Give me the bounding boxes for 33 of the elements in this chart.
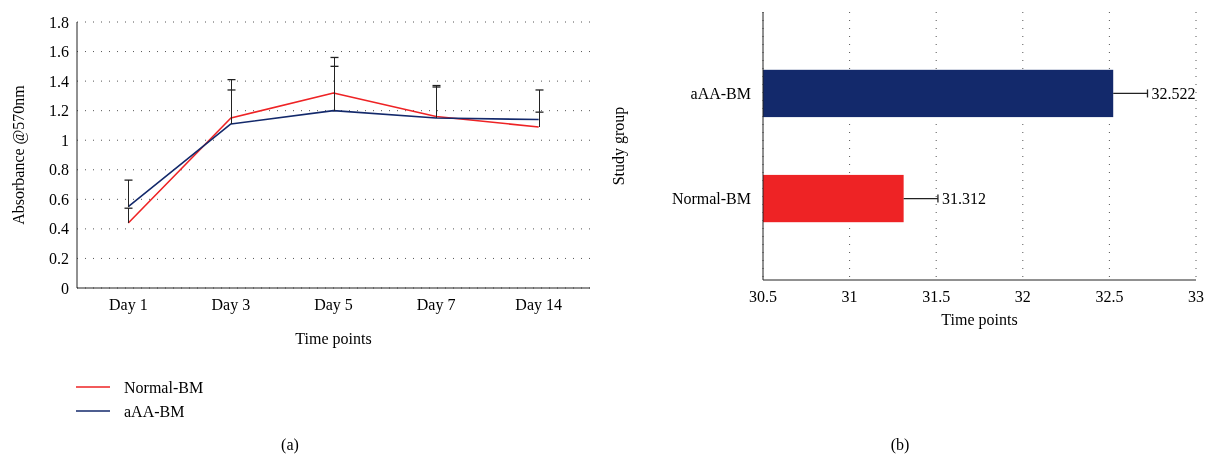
x-tick-label: Day 1 xyxy=(108,296,148,314)
y-tick-label: 1.4 xyxy=(49,72,69,90)
text: (b) xyxy=(890,436,910,454)
y-tick-label: 0.2 xyxy=(49,250,69,268)
x-tick-label: 31.5 xyxy=(922,288,951,305)
y-tick-label: 0 xyxy=(61,279,69,297)
y-tick-label: 0.6 xyxy=(49,190,69,208)
y-tick-label: 1.2 xyxy=(49,102,69,120)
x-tick-label: Day 5 xyxy=(314,296,353,314)
y-tick-label: 1 xyxy=(61,131,69,149)
y-tick-label: 0.4 xyxy=(49,220,69,238)
line-series xyxy=(127,109,540,208)
x-tick-label: 32.5 xyxy=(1095,288,1124,305)
legend-label: Normal-BM xyxy=(124,378,204,396)
x-tick-label: 33 xyxy=(1188,288,1204,305)
y-tick-label: 1.8 xyxy=(49,13,69,31)
x-axis-title: Time points xyxy=(941,311,1018,329)
x-tick-label: 30.5 xyxy=(749,288,777,305)
legend-label: aAA-BM xyxy=(124,402,185,420)
text: (a) xyxy=(281,436,299,454)
y-axis-title: Absorbance @570nm xyxy=(10,84,28,225)
x-tick-label: 31 xyxy=(841,288,858,305)
data-label: 31.312 xyxy=(941,190,986,208)
line-series xyxy=(127,92,540,224)
x-tick-label: Day 3 xyxy=(211,296,251,314)
y-tick-label: 0.8 xyxy=(49,161,69,179)
data-label: 32.522 xyxy=(1151,85,1196,103)
x-tick-label: Day 14 xyxy=(515,296,563,314)
y-tick-label: 1.6 xyxy=(49,43,69,61)
y-axis-title: Study group xyxy=(610,106,628,186)
x-tick-label: 32 xyxy=(1014,288,1031,305)
x-tick-label: Day 7 xyxy=(416,296,456,314)
x-axis-title: Time points xyxy=(295,330,372,348)
